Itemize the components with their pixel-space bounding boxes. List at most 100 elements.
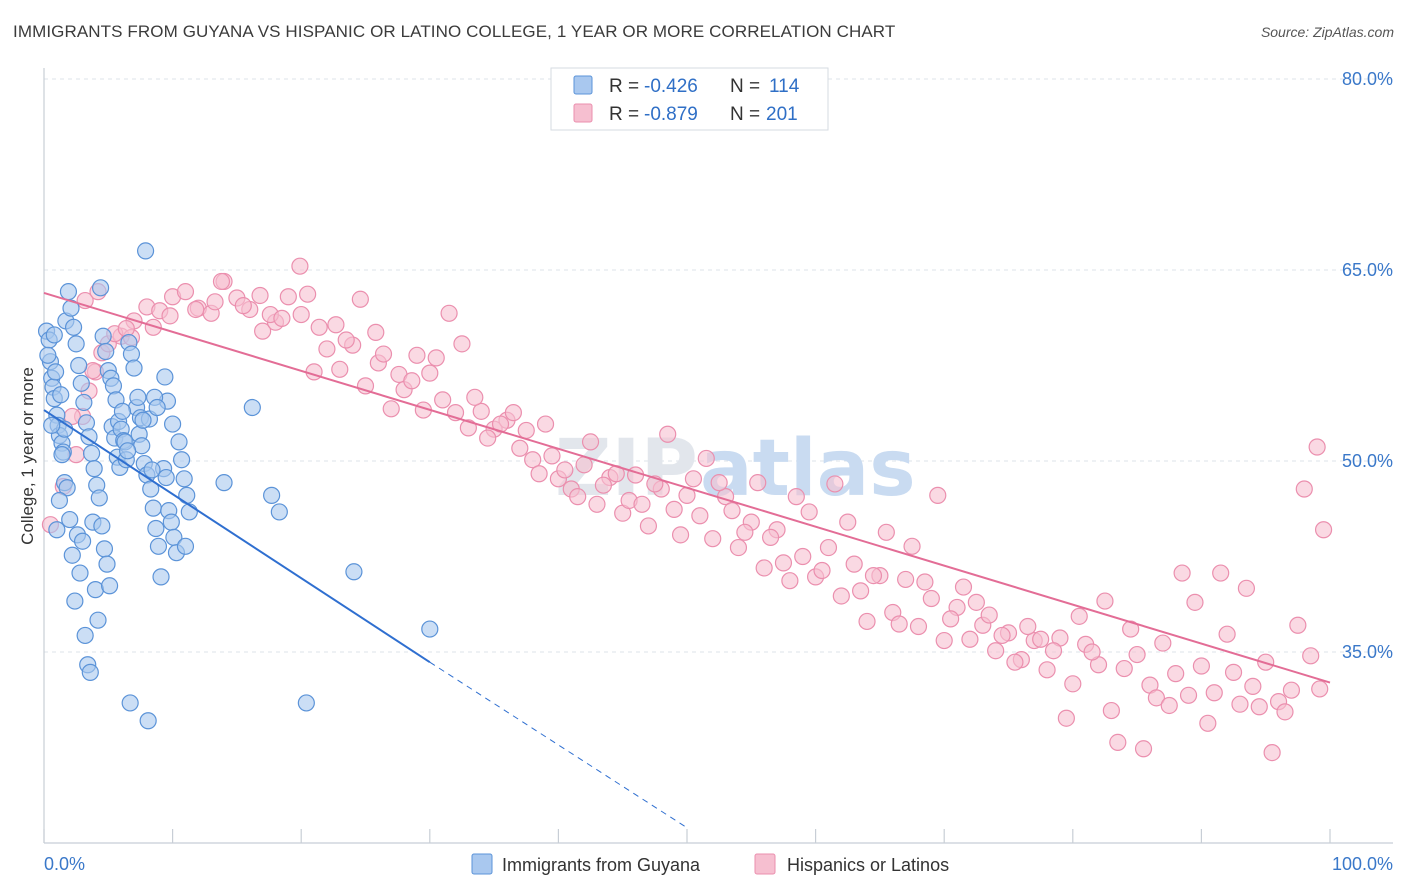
data-point-hispanics (254, 322, 272, 340)
legend-n-label-2: N = (730, 104, 760, 125)
data-point-guyana (149, 537, 168, 555)
data-point-guyana (129, 388, 147, 406)
data-point-hispanics (310, 318, 328, 336)
data-point-hispanics (684, 470, 703, 488)
data-point-hispanics (144, 318, 162, 336)
x-tick-label-min: 0.0% (44, 854, 85, 874)
data-point-hispanics (1032, 630, 1050, 648)
x-ticks (43, 829, 1331, 843)
data-point-guyana (82, 444, 101, 462)
data-point-hispanics (697, 449, 715, 468)
series-guyana-points (37, 242, 439, 730)
data-point-hispanics (813, 561, 831, 580)
data-point-hispanics (993, 626, 1011, 645)
legend-swatch-blue (573, 75, 593, 95)
data-point-guyana (421, 620, 439, 638)
data-point-hispanics (1282, 681, 1301, 699)
data-point-guyana (157, 468, 175, 487)
y-tick-label: 80.0% (1342, 69, 1393, 89)
grid-lines (44, 78, 1393, 653)
legend-swatch-pink (573, 103, 593, 123)
data-point-hispanics (890, 615, 908, 633)
data-point-hispanics (761, 528, 780, 547)
data-point-hispanics (1057, 709, 1075, 727)
data-point-hispanics (212, 272, 231, 291)
data-point-hispanics (273, 309, 291, 327)
data-point-guyana (63, 546, 81, 564)
data-point-hispanics (327, 316, 345, 334)
data-point-guyana (297, 694, 315, 712)
data-point-guyana (118, 442, 137, 460)
data-point-hispanics (459, 419, 477, 437)
data-point-hispanics (1218, 625, 1236, 643)
bottom-legend-swatch-blue (471, 853, 493, 875)
data-point-hispanics (1302, 647, 1320, 665)
data-point-hispanics (961, 630, 979, 648)
data-point-hispanics (291, 257, 309, 275)
data-point-hispanics (1224, 663, 1243, 681)
data-point-hispanics (839, 513, 857, 531)
data-point-guyana (113, 402, 132, 420)
y-axis-label: College, 1 year or more (18, 367, 37, 545)
data-point-hispanics (1199, 714, 1217, 732)
data-point-hispanics (903, 537, 921, 555)
data-point-guyana (91, 279, 110, 297)
data-point-guyana (104, 377, 123, 395)
data-point-guyana (77, 414, 96, 432)
data-point-hispanics (1250, 698, 1268, 716)
data-point-guyana (66, 592, 84, 610)
data-point-guyana (148, 398, 166, 417)
data-point-guyana (59, 283, 78, 301)
data-point-hispanics (864, 566, 883, 585)
data-point-hispanics (710, 474, 728, 492)
legend-box (550, 67, 829, 131)
data-point-hispanics (1295, 480, 1313, 498)
data-point-hispanics (337, 331, 355, 349)
data-point-hispanics (1314, 521, 1333, 539)
legend-r-value-1: -0.426 (644, 76, 698, 97)
data-point-guyana (94, 327, 112, 345)
data-point-hispanics (479, 429, 497, 447)
data-point-guyana (121, 694, 139, 712)
data-point-guyana (73, 532, 92, 550)
data-point-guyana (175, 470, 193, 488)
data-point-guyana (46, 363, 65, 381)
data-point-hispanics (1167, 665, 1185, 683)
data-point-hispanics (594, 476, 613, 494)
data-point-guyana (95, 540, 114, 558)
data-point-guyana (173, 451, 191, 469)
data-point-hispanics (427, 349, 445, 367)
data-point-hispanics (929, 486, 947, 504)
y-tick-labels: 35.0% 50.0% 65.0% 80.0% (1342, 69, 1393, 662)
data-point-hispanics (1070, 607, 1088, 625)
data-point-hispanics (665, 500, 683, 518)
data-point-hispanics (472, 402, 490, 420)
data-point-hispanics (736, 523, 754, 541)
data-point-guyana (90, 489, 108, 507)
watermark-atlas: atlas (700, 424, 916, 514)
data-point-guyana (176, 537, 195, 555)
data-point-hispanics (466, 388, 484, 406)
data-point-hispanics (536, 415, 555, 433)
data-point-hispanics (1308, 438, 1326, 456)
data-point-hispanics (1263, 743, 1281, 762)
data-point-hispanics (382, 400, 400, 418)
data-point-hispanics (1237, 579, 1256, 597)
data-point-hispanics (781, 572, 799, 590)
data-point-hispanics (251, 286, 269, 305)
data-point-guyana (72, 374, 90, 392)
data-point-hispanics (704, 530, 722, 548)
data-point-hispanics (504, 404, 522, 422)
data-point-hispanics (588, 495, 606, 513)
data-point-hispanics (176, 283, 195, 301)
data-point-hispanics (845, 555, 863, 573)
data-point-hispanics (421, 364, 439, 382)
data-point-hispanics (517, 421, 535, 440)
data-point-hispanics (1212, 564, 1230, 582)
data-point-hispanics (1102, 701, 1120, 720)
data-point-guyana (71, 564, 89, 582)
data-point-hispanics (1186, 593, 1204, 611)
data-point-guyana (100, 577, 119, 595)
data-point-hispanics (916, 573, 934, 591)
data-point-hispanics (954, 578, 973, 596)
